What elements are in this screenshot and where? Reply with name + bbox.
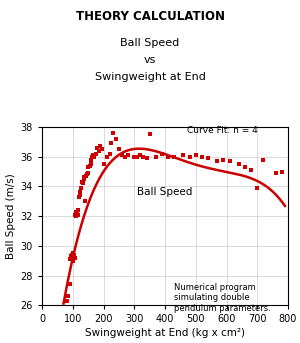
Point (280, 169, 284, 174)
Point (67, 282, 72, 287)
Point (120, 152, 124, 158)
Text: Ball Speed: Ball Speed (137, 187, 193, 197)
Point (76, 194, 81, 200)
Point (160, 151, 164, 156)
Point (64, 298, 69, 304)
Point (72, 253, 77, 259)
Point (200, 154, 204, 159)
Point (95, 145, 100, 151)
Point (153, 154, 158, 159)
Point (70, 252, 75, 258)
Point (75, 209, 80, 214)
Point (77, 192, 82, 198)
Point (242, 164, 247, 170)
Point (70, 253, 75, 259)
Point (86, 164, 91, 170)
Point (83, 199, 88, 204)
Text: Numerical program
simulating double
pendulum parameters.: Numerical program simulating double pend… (174, 283, 271, 313)
Point (236, 161, 241, 167)
Point (132, 154, 137, 159)
Point (71, 253, 76, 259)
Text: Curve Fit: n = 4: Curve Fit: n = 4 (187, 126, 257, 135)
Point (73, 210, 78, 216)
Point (70, 257, 74, 262)
Point (249, 167, 254, 173)
Point (69, 252, 74, 258)
Point (110, 130, 115, 135)
Point (172, 154, 177, 159)
Text: Swingweight at End: Swingweight at End (94, 72, 206, 82)
Point (70, 258, 75, 263)
Point (116, 146, 121, 152)
Point (97, 148, 101, 153)
Point (66, 294, 70, 299)
Point (144, 155, 149, 161)
Point (74, 209, 78, 214)
Point (84, 173, 88, 179)
Point (126, 152, 130, 158)
Point (74, 210, 79, 216)
Y-axis label: Ball Speed (m/s): Ball Speed (m/s) (6, 173, 16, 259)
Point (76, 212, 80, 217)
Point (80, 179, 84, 185)
Point (85, 170, 90, 176)
Point (138, 152, 143, 158)
Point (147, 132, 152, 137)
Point (71, 255, 76, 260)
Point (90, 152, 95, 158)
Point (194, 152, 198, 158)
Point (69, 253, 74, 259)
Point (72, 252, 76, 258)
Point (227, 158, 232, 164)
Point (70, 253, 74, 259)
Point (123, 154, 128, 159)
Point (70, 255, 75, 260)
Point (100, 146, 104, 152)
Point (80, 181, 85, 186)
Point (68, 257, 73, 262)
Point (88, 161, 93, 167)
Point (76, 208, 81, 213)
Point (69, 255, 74, 260)
Point (101, 161, 106, 167)
Point (221, 157, 226, 162)
X-axis label: Swingweight at End (kg x cm²): Swingweight at End (kg x cm²) (85, 329, 245, 339)
Text: THEORY CALCULATION: THEORY CALCULATION (76, 10, 224, 23)
Point (107, 151, 112, 156)
Point (98, 143, 103, 149)
Point (74, 213, 79, 219)
Point (166, 154, 170, 159)
Point (109, 141, 114, 146)
Point (78, 190, 83, 195)
Point (81, 176, 86, 182)
Point (206, 155, 211, 161)
Point (79, 185, 84, 191)
Point (255, 185, 260, 191)
Point (181, 152, 186, 158)
Point (92, 154, 97, 159)
Point (72, 255, 77, 260)
Point (261, 157, 266, 162)
Text: vs: vs (144, 55, 156, 65)
Point (71, 250, 76, 256)
Point (135, 154, 140, 159)
Point (113, 136, 118, 142)
Point (87, 163, 92, 168)
Point (90, 154, 94, 159)
Text: Ball Speed: Ball Speed (120, 38, 180, 48)
Point (89, 157, 94, 162)
Point (78, 191, 82, 197)
Point (104, 154, 109, 159)
Point (82, 175, 87, 180)
Point (141, 154, 146, 159)
Point (73, 212, 78, 217)
Point (84, 172, 89, 177)
Point (187, 154, 192, 159)
Point (215, 158, 220, 164)
Point (273, 170, 278, 176)
Point (93, 151, 98, 156)
